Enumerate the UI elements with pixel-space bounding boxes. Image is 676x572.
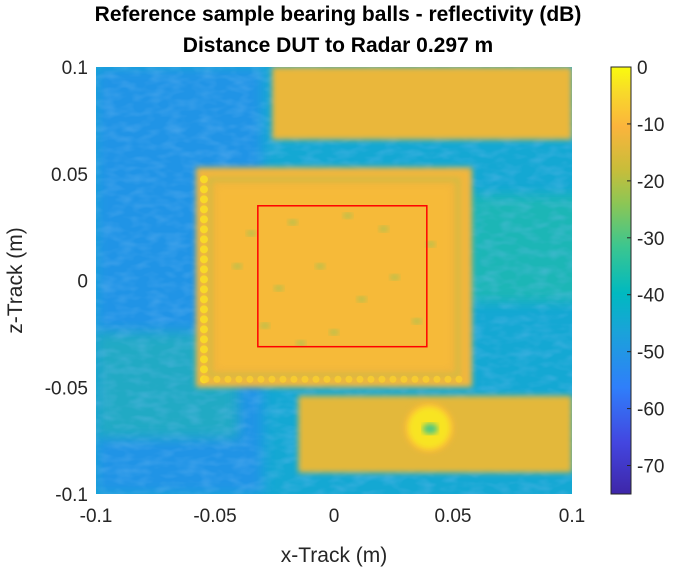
chart-subtitle: Distance DUT to Radar 0.297 m bbox=[182, 34, 494, 57]
speckle bbox=[246, 230, 257, 237]
y-axis-label: z-Track (m) bbox=[4, 227, 27, 334]
bearing-ball bbox=[199, 185, 208, 194]
x-axis-label: x-Track (m) bbox=[281, 544, 388, 567]
bearing-ball bbox=[199, 175, 208, 184]
colorbar-tick-label: -70 bbox=[637, 457, 664, 478]
y-tick-label: 0.05 bbox=[51, 165, 88, 186]
bearing-ball bbox=[268, 375, 276, 383]
bearing-ball bbox=[199, 275, 208, 284]
speckle bbox=[232, 263, 243, 270]
y-axis-ticks: -0.1 -0.05 0 0.05 0.1 bbox=[45, 58, 88, 506]
speckle bbox=[411, 318, 422, 325]
bearing-ball bbox=[199, 325, 208, 334]
speckle bbox=[425, 241, 436, 248]
bearing-ball bbox=[199, 205, 208, 214]
bearing-ball bbox=[345, 375, 353, 383]
bearing-ball bbox=[433, 375, 441, 383]
speckle bbox=[259, 322, 270, 329]
bearing-ball bbox=[378, 375, 386, 383]
bearing-ball bbox=[199, 295, 208, 304]
speckle bbox=[329, 329, 339, 336]
bearing-ball bbox=[400, 375, 408, 383]
bearing-ball bbox=[199, 225, 208, 234]
y-tick-label: 0.1 bbox=[62, 58, 88, 79]
speckle bbox=[315, 263, 326, 270]
speckle bbox=[389, 274, 400, 281]
speckle bbox=[295, 340, 306, 347]
bearing-ball bbox=[199, 255, 208, 264]
speckle bbox=[273, 285, 284, 292]
bearing-ball bbox=[199, 235, 208, 244]
bearing-ball bbox=[279, 375, 287, 383]
y-tick-label: -0.05 bbox=[45, 378, 88, 399]
bearing-ball bbox=[257, 375, 265, 383]
upper-right-band bbox=[272, 67, 572, 140]
colorbar-tick-label: -60 bbox=[637, 400, 664, 421]
x-tick-label: 0 bbox=[329, 506, 340, 527]
speckle bbox=[287, 219, 298, 226]
bearing-ball bbox=[290, 375, 298, 383]
bearing-ball bbox=[334, 375, 342, 383]
colorbar-tick-label: -50 bbox=[637, 343, 664, 364]
bearing-ball bbox=[356, 375, 364, 383]
bearing-ball bbox=[213, 375, 221, 383]
colorbar-tick-label: -20 bbox=[637, 172, 664, 193]
bearing-ball bbox=[199, 245, 208, 254]
bearing-ball bbox=[312, 375, 320, 383]
bearing-ball bbox=[199, 305, 208, 314]
x-tick-label: -0.1 bbox=[80, 506, 113, 527]
bearing-ball bbox=[199, 365, 208, 374]
x-axis-ticks: -0.1 -0.05 0 0.05 0.1 bbox=[80, 506, 586, 527]
y-tick-label: 0 bbox=[77, 272, 88, 293]
heatmap-area bbox=[96, 67, 572, 494]
colorbar-tick-label: 0 bbox=[637, 58, 648, 79]
x-tick-label: 0.05 bbox=[435, 506, 472, 527]
bearing-ball bbox=[199, 335, 208, 344]
ring-reflector-center bbox=[422, 423, 438, 435]
heatmap-regions bbox=[195, 67, 572, 473]
bearing-ball bbox=[199, 285, 208, 294]
bearing-ball bbox=[199, 195, 208, 204]
colorbar-ticks: 0 -10 -20 -30 -40 -50 -60 -70 bbox=[627, 58, 664, 478]
plate-inner-area bbox=[217, 187, 451, 368]
bearing-ball bbox=[199, 345, 208, 354]
colorbar bbox=[610, 66, 632, 495]
bearing-ball bbox=[422, 375, 430, 383]
roi-rectangle bbox=[257, 205, 428, 348]
colorbar-tick-label: -30 bbox=[637, 229, 664, 250]
bearing-ball bbox=[199, 355, 208, 364]
colorbar-tick-label: -40 bbox=[637, 286, 664, 307]
chart-title: Reference sample bearing balls - reflect… bbox=[94, 3, 582, 26]
x-tick-label: 0.1 bbox=[559, 506, 585, 527]
bearing-ball bbox=[444, 375, 452, 383]
bearing-ball bbox=[301, 375, 309, 383]
colorbar-tick-label: -10 bbox=[637, 115, 664, 136]
bearing-ball bbox=[455, 375, 463, 383]
bearing-ball bbox=[199, 265, 208, 274]
bearing-ball bbox=[389, 375, 397, 383]
x-tick-label: -0.05 bbox=[193, 506, 236, 527]
bearing-ball bbox=[411, 375, 419, 383]
speckle bbox=[356, 296, 367, 303]
speckle bbox=[378, 225, 389, 232]
bearing-ball bbox=[202, 375, 210, 383]
bearing-ball bbox=[224, 375, 232, 383]
y-tick-label: -0.1 bbox=[55, 485, 88, 506]
bearing-ball bbox=[199, 315, 208, 324]
bearing-ball bbox=[235, 375, 243, 383]
bearing-ball bbox=[199, 215, 208, 224]
bearing-ball bbox=[246, 375, 254, 383]
plate-inner-border bbox=[208, 177, 460, 377]
speckle bbox=[342, 212, 353, 219]
bearing-ball bbox=[323, 375, 331, 383]
bearing-ball bbox=[367, 375, 375, 383]
